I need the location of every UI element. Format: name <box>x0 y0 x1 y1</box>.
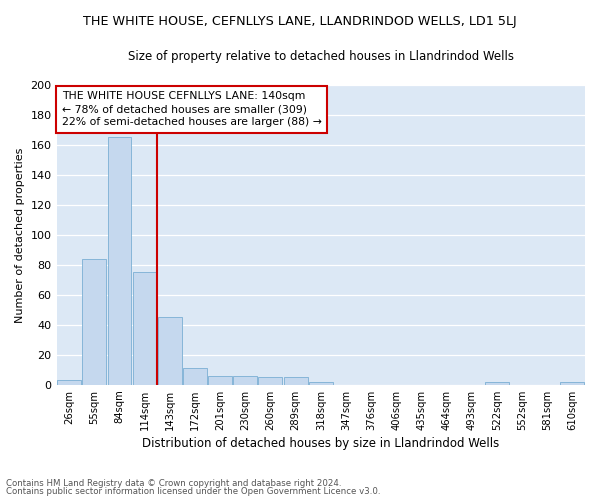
Bar <box>107 138 131 385</box>
Bar <box>158 318 182 385</box>
Text: THE WHITE HOUSE, CEFNLLYS LANE, LLANDRINDOD WELLS, LD1 5LJ: THE WHITE HOUSE, CEFNLLYS LANE, LLANDRIN… <box>83 15 517 28</box>
Text: Contains public sector information licensed under the Open Government Licence v3: Contains public sector information licen… <box>6 487 380 496</box>
Bar <box>309 382 333 385</box>
Bar <box>485 382 509 385</box>
Bar <box>57 380 81 385</box>
Bar <box>284 378 308 385</box>
Bar <box>560 382 584 385</box>
Bar <box>233 376 257 385</box>
Bar <box>133 272 157 385</box>
X-axis label: Distribution of detached houses by size in Llandrindod Wells: Distribution of detached houses by size … <box>142 437 499 450</box>
Bar <box>183 368 207 385</box>
Text: THE WHITE HOUSE CEFNLLYS LANE: 140sqm
← 78% of detached houses are smaller (309): THE WHITE HOUSE CEFNLLYS LANE: 140sqm ← … <box>62 91 322 128</box>
Text: Contains HM Land Registry data © Crown copyright and database right 2024.: Contains HM Land Registry data © Crown c… <box>6 478 341 488</box>
Bar <box>259 378 283 385</box>
Bar <box>82 259 106 385</box>
Title: Size of property relative to detached houses in Llandrindod Wells: Size of property relative to detached ho… <box>128 50 514 63</box>
Y-axis label: Number of detached properties: Number of detached properties <box>15 147 25 322</box>
Bar <box>208 376 232 385</box>
